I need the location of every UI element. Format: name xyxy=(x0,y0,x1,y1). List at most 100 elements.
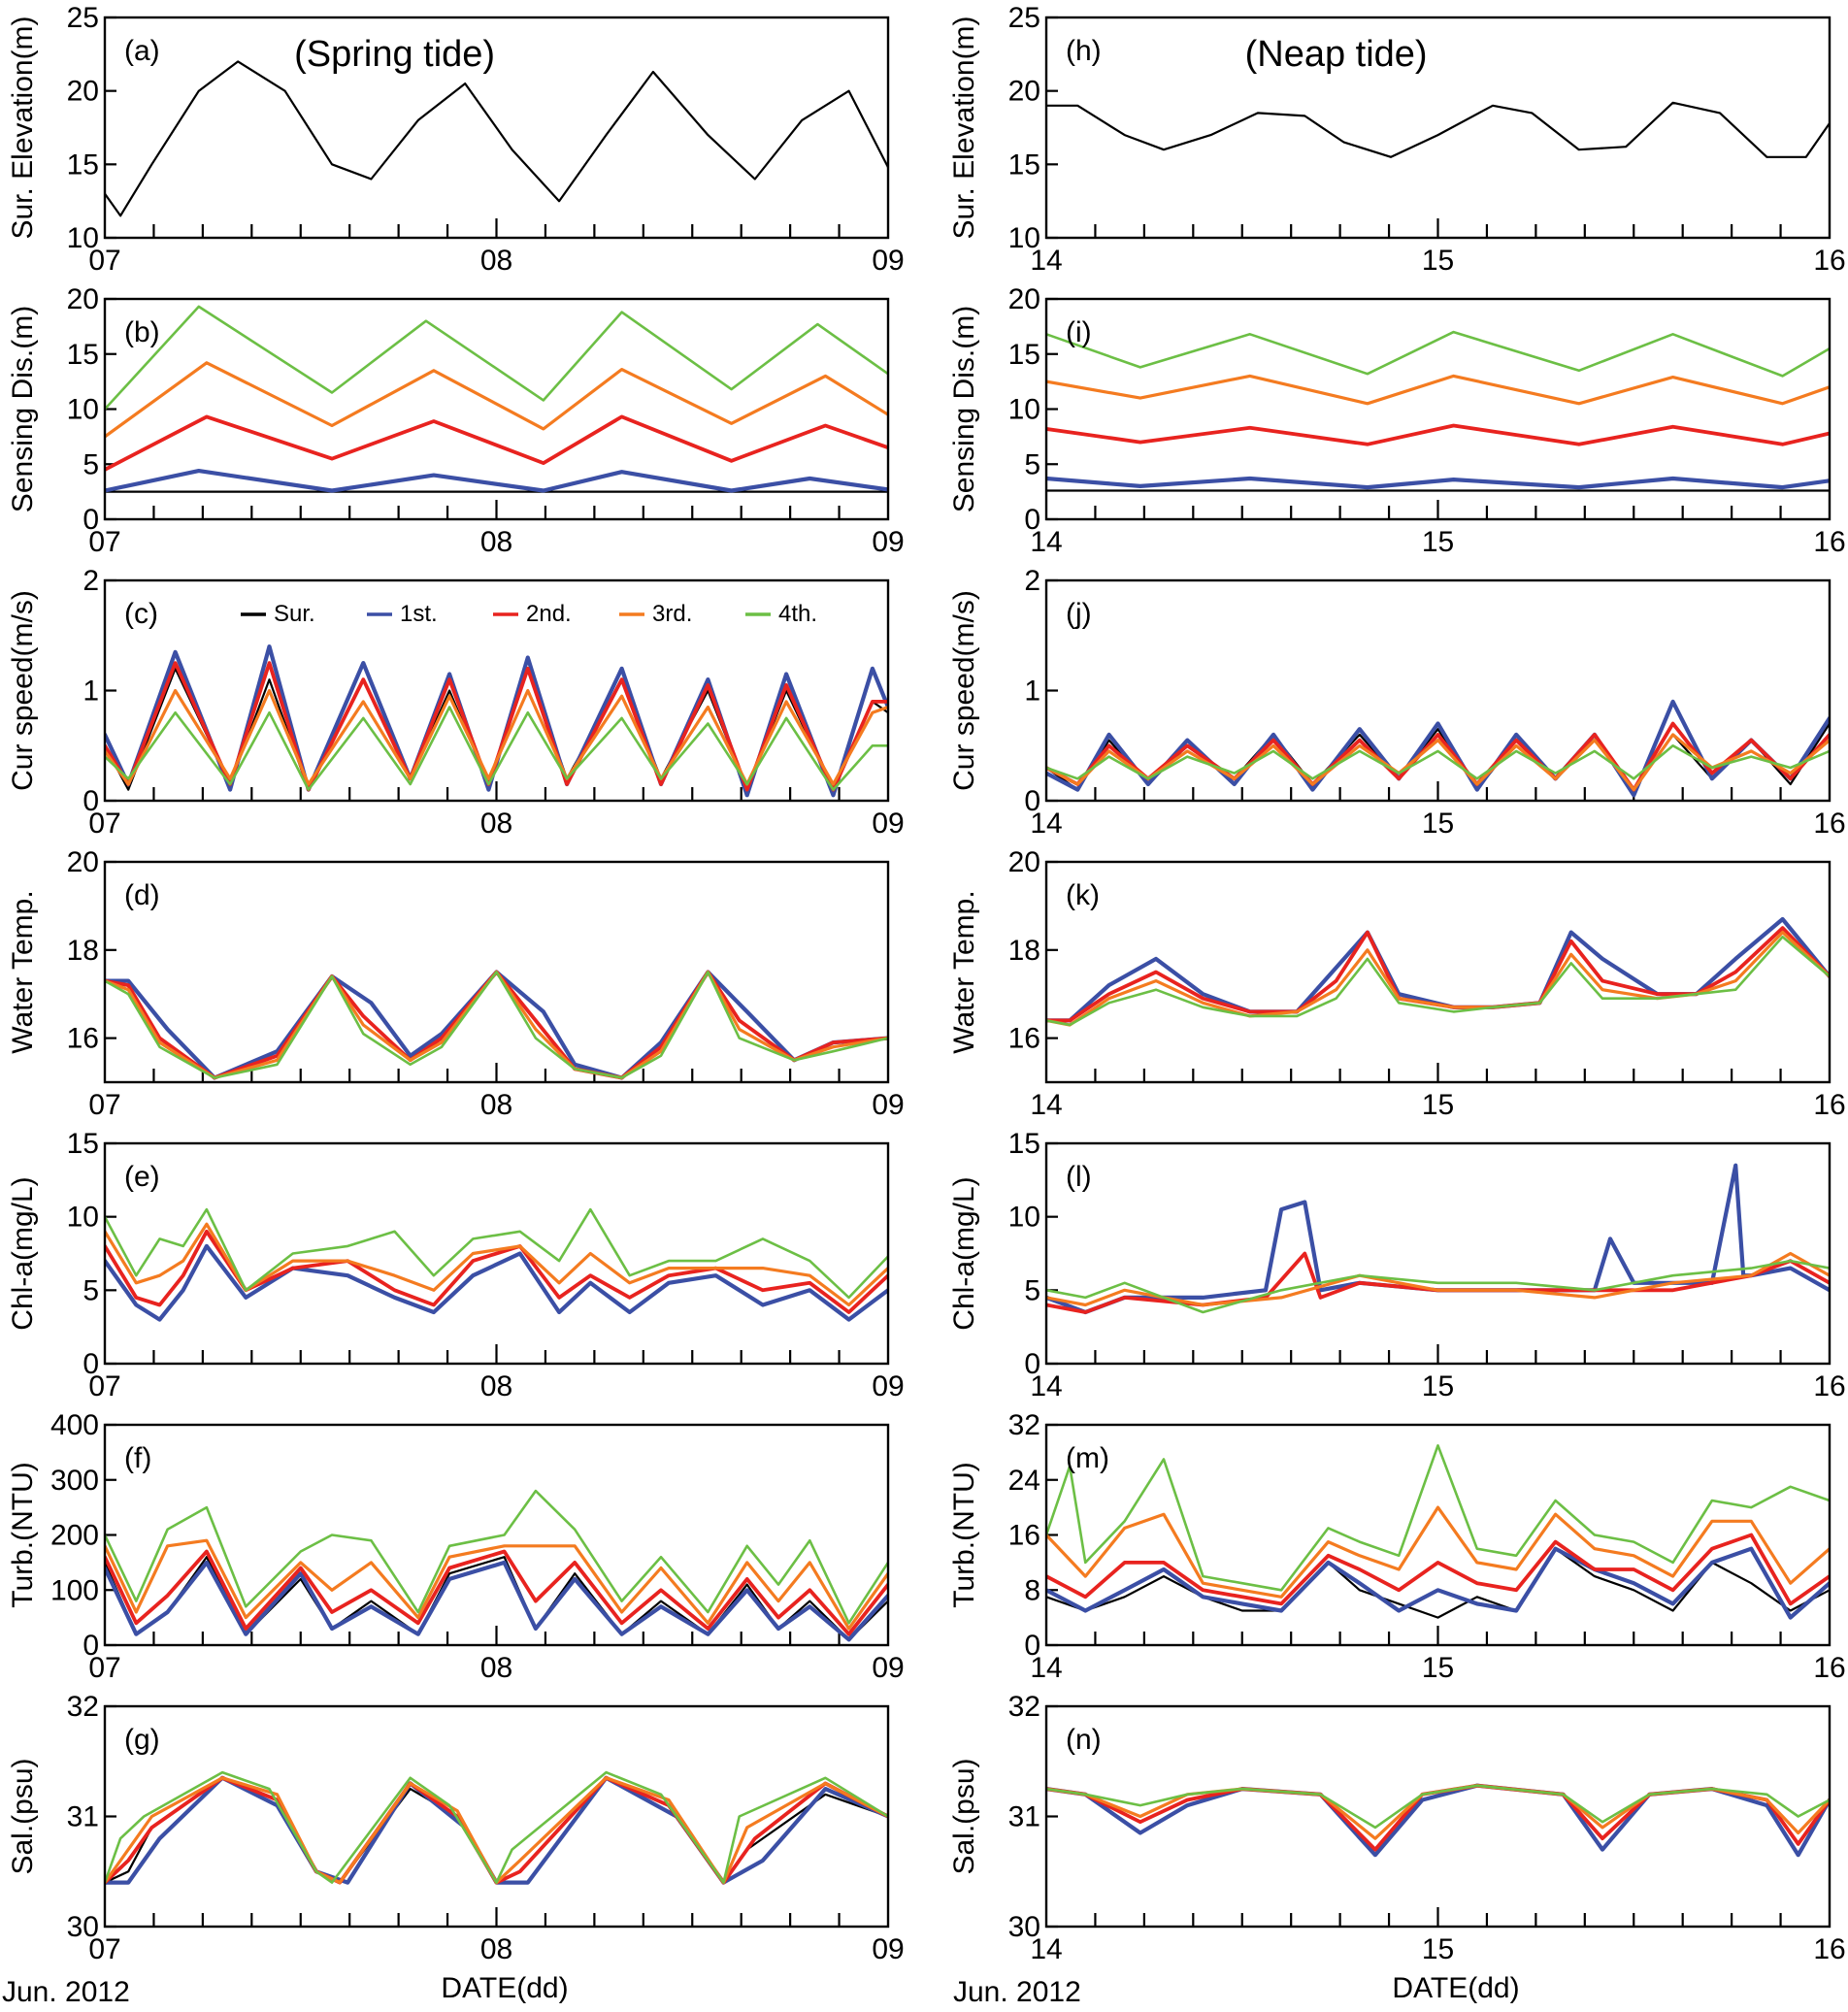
y-tick-label: 20 xyxy=(67,76,99,108)
y-tick-label: 10 xyxy=(67,394,99,426)
x-tick-label: 16 xyxy=(1813,526,1845,558)
y-axis-title: Water Temp. xyxy=(948,890,980,1053)
plot-frame xyxy=(103,1423,890,1647)
legend-label: 2nd. xyxy=(526,601,572,627)
y-tick-label: 15 xyxy=(67,339,99,371)
series-group-c xyxy=(105,643,888,798)
series-line-4th xyxy=(105,706,888,791)
series-line-3rd xyxy=(105,688,888,786)
legend-label: Sur. xyxy=(274,601,315,627)
series-group-g xyxy=(105,1770,888,1885)
y-tick-label: 18 xyxy=(1008,935,1040,967)
y-tick-label: 400 xyxy=(50,1409,99,1441)
panel-tag-label: (m) xyxy=(1066,1442,1109,1474)
y-axis-title: Sensing Dis.(m) xyxy=(7,306,39,512)
y-tick-label: 5 xyxy=(82,1274,99,1306)
plot-frame xyxy=(1044,297,1832,521)
x-tick-label: 08 xyxy=(480,1089,512,1121)
x-tick-label: 14 xyxy=(1030,808,1062,840)
x-tick-label: 07 xyxy=(88,808,120,840)
panel-n: 30 31 32 14 15 16 (n) Sal.(psu) xyxy=(948,1691,1846,1965)
x-tick-label: 14 xyxy=(1030,526,1062,558)
legend-label: 4th. xyxy=(778,601,817,627)
x-tick-label: 15 xyxy=(1422,1370,1454,1402)
y-tick-label: 200 xyxy=(50,1520,99,1552)
y-axis-title: Turb.(NTU) xyxy=(948,1462,980,1608)
series-line-1st xyxy=(1046,1783,1830,1858)
y-tick-label: 32 xyxy=(1008,1691,1040,1723)
x-tick-label: 16 xyxy=(1813,1933,1845,1965)
y-axis-title: Sal.(psu) xyxy=(7,1758,39,1874)
plot-frame xyxy=(103,1704,890,1929)
plot-frame xyxy=(1044,860,1832,1084)
series-line-4th xyxy=(105,1207,888,1300)
x-tick-label: 07 xyxy=(88,245,120,277)
y-tick-label: 0 xyxy=(1024,504,1040,536)
series-line-1st xyxy=(105,469,888,493)
y-tick-label: 1 xyxy=(82,676,99,708)
panel-c: 0 1 2 07 08 09 (c) Cur speed(m/s) Sur. 1st. 2nd. 3r… xyxy=(7,565,905,840)
plot-frame xyxy=(103,1141,890,1366)
x-tick-label: 07 xyxy=(88,1933,120,1965)
y-tick-label: 31 xyxy=(1008,1801,1040,1833)
y-tick-label: 0 xyxy=(82,1630,99,1662)
series-line-4th xyxy=(1046,743,1830,780)
y-axis-title: Sur. Elevation(m) xyxy=(7,16,39,239)
panel-j: 0 1 2 14 15 16 (j) Cur speed(m/s) xyxy=(948,565,1846,840)
figure-footer: Jun. 2012 DATE(dd) Jun. 2012 DATE(dd) xyxy=(2,1972,1520,2008)
y-tick-label: 18 xyxy=(67,935,99,967)
x-tick-label: 14 xyxy=(1030,1933,1062,1965)
y-tick-label: 20 xyxy=(67,283,99,315)
series-group-a xyxy=(105,60,888,217)
x-tick-label: 09 xyxy=(872,1933,904,1965)
x-tick-label: 15 xyxy=(1422,526,1454,558)
y-tick-label: 2 xyxy=(1024,565,1040,597)
x-tick-label: 15 xyxy=(1422,1933,1454,1965)
x-tick-label: 09 xyxy=(872,245,904,277)
panel-tag-label: (d) xyxy=(124,879,160,911)
x-tick-label: 14 xyxy=(1030,1652,1062,1684)
plot-frame xyxy=(1044,1141,1832,1366)
x-tick-label: 15 xyxy=(1422,245,1454,277)
y-tick-label: 24 xyxy=(1008,1465,1040,1497)
y-tick-label: 0 xyxy=(82,785,99,817)
panel-a: 10 15 20 25 07 08 09 (a) (Spring tide) Sur. Eleva… xyxy=(7,2,905,277)
series-line-sur xyxy=(1046,101,1830,158)
y-tick-label: 15 xyxy=(1008,1128,1040,1160)
series-group-f xyxy=(105,1489,888,1642)
series-line-3rd xyxy=(1046,1251,1830,1307)
plot-frame xyxy=(103,860,890,1084)
series-line-sur xyxy=(105,60,888,217)
y-axis-title: Sur. Elevation(m) xyxy=(948,16,980,239)
plot-frame xyxy=(1044,16,1832,240)
series-line-1st xyxy=(105,1560,888,1642)
x-tick-label: 09 xyxy=(872,1089,904,1121)
x-tick-label: 07 xyxy=(88,1370,120,1402)
series-line-2nd xyxy=(1046,423,1830,446)
y-tick-label: 0 xyxy=(1024,785,1040,817)
panel-e: 0 5 10 15 07 08 09 (e) Chl-a(mg/L) xyxy=(7,1128,905,1402)
series-line-4th xyxy=(105,1489,888,1625)
footer-month-right: Jun. 2012 xyxy=(953,1976,1081,2008)
y-tick-label: 16 xyxy=(1008,1520,1040,1552)
series-line-3rd xyxy=(105,361,888,439)
series-line-2nd xyxy=(105,1549,888,1636)
y-tick-label: 10 xyxy=(67,1202,99,1234)
y-tick-label: 1 xyxy=(1024,676,1040,708)
y-axis-title: Sal.(psu) xyxy=(948,1758,980,1874)
plot-frame xyxy=(1044,578,1832,803)
footer-month-left: Jun. 2012 xyxy=(2,1976,130,2008)
y-tick-label: 10 xyxy=(1008,394,1040,426)
panel-k: 16 18 20 14 15 16 (k) Water Temp. xyxy=(948,846,1846,1121)
series-line-3rd xyxy=(105,1222,888,1307)
x-tick-label: 16 xyxy=(1813,1089,1845,1121)
series-line-3rd xyxy=(105,1538,888,1631)
y-tick-label: 16 xyxy=(67,1023,99,1055)
series-line-4th xyxy=(1046,1259,1830,1314)
panel-g: 30 31 32 07 08 09 (g) Sal.(psu) xyxy=(7,1691,905,1965)
x-tick-label: 07 xyxy=(88,1089,120,1121)
y-tick-label: 25 xyxy=(1008,2,1040,34)
